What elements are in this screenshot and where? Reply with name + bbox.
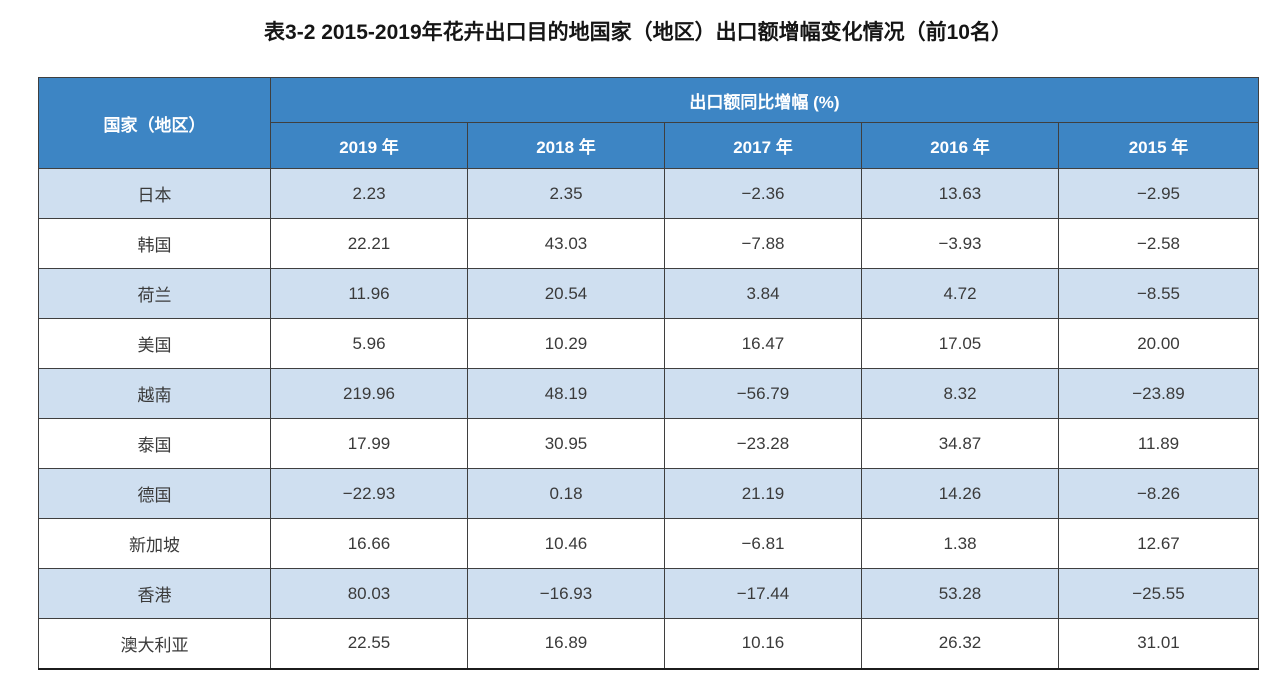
value-cell: −23.89 [1058,368,1259,419]
value-cell: 16.66 [270,518,468,569]
year-header-row: 2019 年 2018 年 2017 年 2016 年 2015 年 [39,122,1259,169]
value-cell: 10.29 [467,318,665,369]
value-cell: −23.28 [664,418,862,469]
value-cell: 26.32 [861,618,1059,669]
value-cell: −2.58 [1058,218,1259,269]
value-cell: −25.55 [1058,568,1259,619]
country-cell: 日本 [38,168,271,219]
value-cell: 11.89 [1058,418,1259,469]
value-cell: 4.72 [861,268,1059,319]
value-cell: 1.38 [861,518,1059,569]
table-row-thailand: 泰国 17.99 30.95 −23.28 34.87 11.89 [38,418,1259,469]
group-header-row: 国家（地区） 出口额同比增幅 (%) [38,77,1259,169]
value-cell: 2.35 [467,168,665,219]
export-growth-table: 国家（地区） 出口额同比增幅 (%) 2019 年 2018 年 2017 年 … [38,77,1259,670]
country-cell: 泰国 [38,418,271,469]
value-cell: −17.44 [664,568,862,619]
value-cell: 10.16 [664,618,862,669]
value-cell: 0.18 [467,468,665,519]
value-cell: −8.26 [1058,468,1259,519]
table-row-netherlands: 荷兰 11.96 20.54 3.84 4.72 −8.55 [38,268,1259,319]
value-cell: 8.32 [861,368,1059,419]
value-cell: 14.26 [861,468,1059,519]
table-row-usa: 美国 5.96 10.29 16.47 17.05 20.00 [38,318,1259,369]
table-body: 日本 2.23 2.35 −2.36 13.63 −2.95 韩国 22.21 … [38,168,1259,669]
value-cell: −16.93 [467,568,665,619]
value-cell: −22.93 [270,468,468,519]
table-row-australia: 澳大利亚 22.55 16.89 10.16 26.32 31.01 [38,618,1259,669]
country-cell: 荷兰 [38,268,271,319]
value-cell: 53.28 [861,568,1059,619]
value-cell: 22.55 [270,618,468,669]
value-cell: 48.19 [467,368,665,419]
table-row-japan: 日本 2.23 2.35 −2.36 13.63 −2.95 [38,168,1259,219]
value-cell: −2.36 [664,168,862,219]
value-cell: 16.47 [664,318,862,369]
value-cell: 31.01 [1058,618,1259,669]
table-row-hong-kong: 香港 80.03 −16.93 −17.44 53.28 −25.55 [38,568,1259,619]
col-header-2018: 2018 年 [467,122,665,169]
country-cell: 香港 [38,568,271,619]
table-row-south-korea: 韩国 22.21 43.03 −7.88 −3.93 −2.58 [38,218,1259,269]
table-row-germany: 德国 −22.93 0.18 21.19 14.26 −8.26 [38,468,1259,519]
country-cell: 德国 [38,468,271,519]
value-cell: 16.89 [467,618,665,669]
value-cell: 20.54 [467,268,665,319]
value-cell: 17.99 [270,418,468,469]
value-cell: −7.88 [664,218,862,269]
col-header-2019: 2019 年 [270,122,468,169]
value-cell: 30.95 [467,418,665,469]
value-cell: 219.96 [270,368,468,419]
value-cell: 22.21 [270,218,468,269]
country-cell: 越南 [38,368,271,419]
value-cell: 2.23 [270,168,468,219]
table-row-singapore: 新加坡 16.66 10.46 −6.81 1.38 12.67 [38,518,1259,569]
country-cell: 韩国 [38,218,271,269]
value-cell: 12.67 [1058,518,1259,569]
value-cell: −56.79 [664,368,862,419]
value-cell: 34.87 [861,418,1059,469]
value-cell: 17.05 [861,318,1059,369]
table-header: 国家（地区） 出口额同比增幅 (%) 2019 年 2018 年 2017 年 … [38,77,1259,169]
value-cell: 3.84 [664,268,862,319]
country-cell: 美国 [38,318,271,369]
value-cell: −8.55 [1058,268,1259,319]
page-title: 表3-2 2015-2019年花卉出口目的地国家（地区）出口额增幅变化情况（前1… [264,21,1012,44]
value-cell: 43.03 [467,218,665,269]
country-cell: 澳大利亚 [38,618,271,669]
value-cell: −3.93 [861,218,1059,269]
value-cell: 10.46 [467,518,665,569]
col-header-2015: 2015 年 [1058,122,1259,169]
table-row-vietnam: 越南 219.96 48.19 −56.79 8.32 −23.89 [38,368,1259,419]
value-cell: −2.95 [1058,168,1259,219]
value-cell: 13.63 [861,168,1059,219]
col-header-country: 国家（地区） [38,77,271,169]
col-header-2016: 2016 年 [861,122,1059,169]
value-cell: 20.00 [1058,318,1259,369]
value-cell: 21.19 [664,468,862,519]
value-cell: 11.96 [270,268,468,319]
value-cell: 80.03 [270,568,468,619]
country-cell: 新加坡 [38,518,271,569]
col-group-header-growth: 出口额同比增幅 (%) [270,77,1259,123]
value-cell: 5.96 [270,318,468,369]
value-cell: −6.81 [664,518,862,569]
col-header-2017: 2017 年 [664,122,862,169]
